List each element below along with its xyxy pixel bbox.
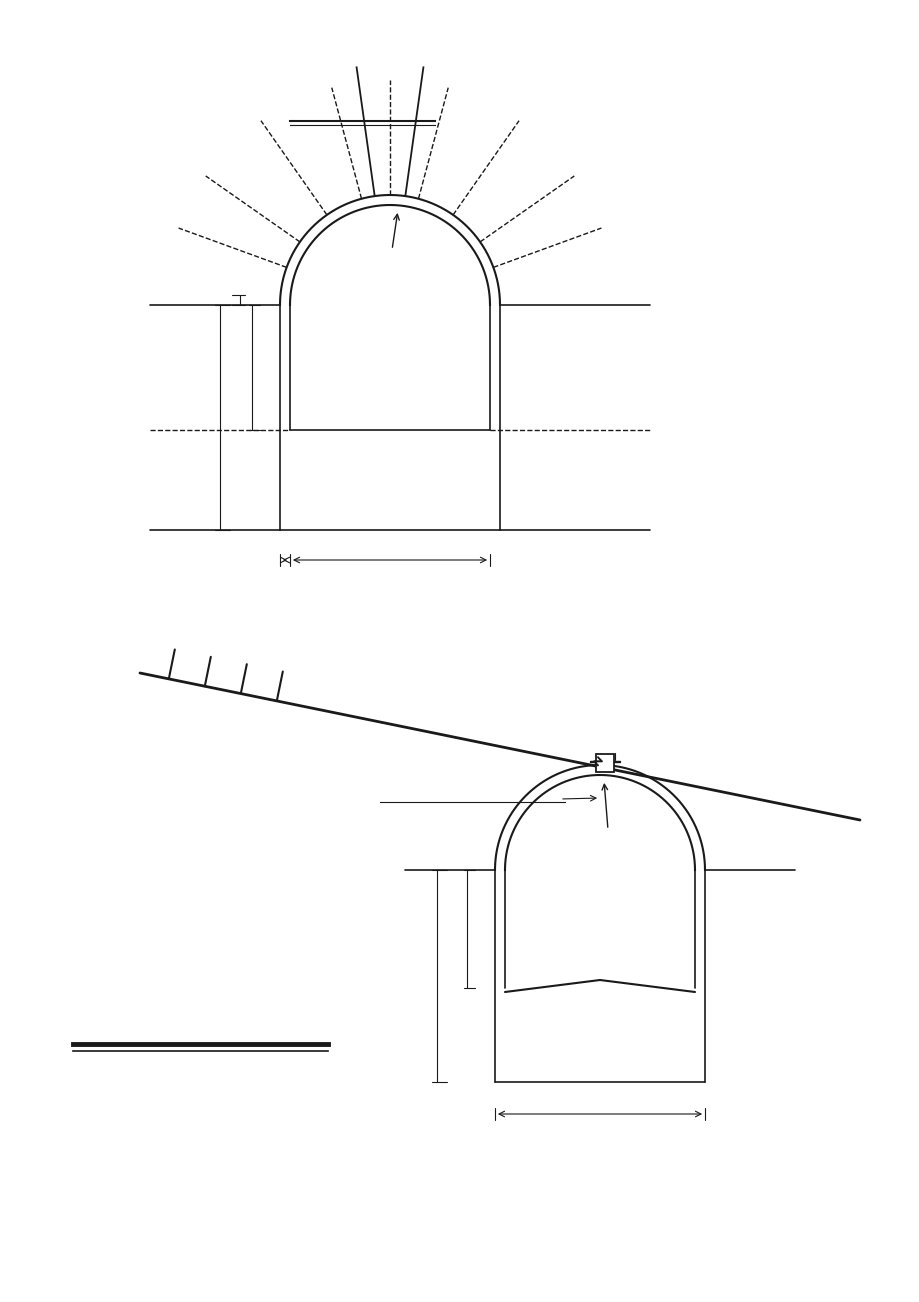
Bar <box>596 754 613 772</box>
Bar <box>597 760 611 763</box>
Text: R=100: R=100 <box>353 236 411 305</box>
Text: R=100: R=100 <box>605 812 618 888</box>
